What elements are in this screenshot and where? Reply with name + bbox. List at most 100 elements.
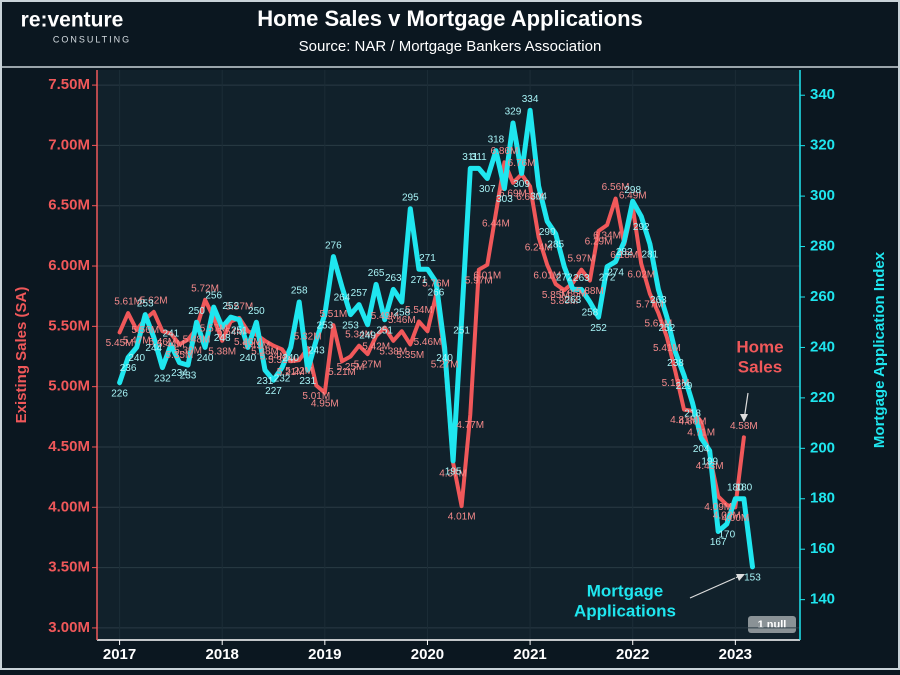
data-label: 263 [650,295,667,306]
data-label: 6.66M [516,192,544,203]
data-label: 307 [479,184,496,195]
data-label: 6.02M [627,269,655,280]
data-label: 238 [667,358,684,369]
data-label: 257 [351,288,368,299]
data-label: 251 [376,325,393,336]
data-label: 5.46M [388,315,416,326]
data-label: 329 [505,107,522,118]
data-label: 258 [291,286,308,297]
data-label: 5.46M [234,337,262,348]
annotation: Applications [574,601,676,620]
y2-tick-label: 180 [810,490,835,507]
logo-tagline: CONSULTING [53,34,131,44]
data-label: 5.51M [319,309,347,320]
y-tick-label: 7.00M [48,136,90,153]
data-label: 263 [573,273,590,284]
data-label: 258 [582,308,599,319]
data-label: 5.47M [123,336,151,347]
data-label: 263 [385,273,402,284]
y2-tick-label: 300 [810,187,835,204]
data-label: 5.86M [559,289,587,300]
data-label: 303 [496,194,513,205]
data-label: 6.76M [508,158,536,169]
y2-tick-label: 160 [810,540,835,557]
data-label: 266 [428,287,445,298]
data-label: 234 [171,368,188,379]
data-label: 244 [145,343,162,354]
data-label: 5.46M [414,337,442,348]
data-label: 5.57M [225,302,253,313]
data-label: 170 [718,530,735,541]
data-label: 5.62M [140,296,168,307]
data-label: 334 [522,94,539,105]
data-label: 241 [163,329,180,340]
data-label: 5.77M [636,299,664,310]
data-label: 240 [197,353,214,364]
data-label: 252 [659,323,676,334]
data-label: 5.35M [396,350,424,361]
data-label: 5.42M [362,342,390,353]
data-label: 180 [727,482,744,493]
data-label: 6.29M [585,237,613,248]
data-label: 240 [282,353,299,364]
data-label: 218 [684,409,701,420]
data-label: 253 [316,320,333,331]
data-label: 5.45M [106,338,134,349]
data-label: 5.39M [174,345,202,356]
data-label: 5.48M [183,334,211,345]
null-note: 1 null [758,619,787,631]
data-label: 229 [676,381,693,392]
data-label: 5.01M [302,391,330,402]
annotation-arrow [689,574,743,599]
data-label: 231 [257,376,274,387]
data-label: 5.21M [277,367,305,378]
data-label: 258 [393,308,410,319]
data-label: 5.27M [431,360,459,371]
data-label: 252 [222,301,239,312]
data-label: 290 [539,227,556,238]
data-label: 4.80M [679,416,707,427]
data-label: 4.81M [670,415,698,426]
data-label: 272 [599,272,616,283]
data-label: 5.57M [200,324,228,335]
data-label: 5.43M [242,340,270,351]
data-label: 5.34M [260,351,288,362]
data-label: 204 [693,444,710,455]
y2-tick-label: 340 [810,86,835,103]
data-label: 249 [359,330,376,341]
data-label: 227 [265,386,282,397]
data-label: 4.09M [704,502,732,513]
data-label: 5.61M [114,297,142,308]
data-label: 243 [308,346,325,357]
data-label: 4.58M [730,421,758,432]
y2-tick-label: 240 [810,338,835,355]
data-label: 265 [368,268,385,279]
data-label: 5.27M [354,360,382,371]
data-label: 281 [642,250,659,261]
y2-tick-label: 200 [810,439,835,456]
y-tick-label: 6.00M [48,257,90,274]
y2-tick-label: 320 [810,137,835,154]
data-label: 6.18M [610,250,638,261]
y-tick-label: 3.00M [48,619,90,636]
y2-tick-label: 260 [810,288,835,305]
data-label: 253 [342,320,359,331]
data-label: 5.31M [268,355,296,366]
y2-tick-label: 140 [810,591,835,608]
data-label: 153 [744,572,761,583]
data-label: 6.44M [482,219,510,230]
data-label: 232 [154,373,171,384]
y2-tick-label: 220 [810,389,835,406]
y2-tick-label: 280 [810,238,835,255]
data-label: 6.56M [602,182,630,193]
data-label: 251 [231,325,248,336]
data-label: 304 [530,192,547,203]
data-label: 6.34M [593,231,621,242]
x-tick-label: 2019 [308,646,341,663]
annotation: Home [736,337,783,356]
annotation-arrowhead [740,414,748,422]
data-label: 5.38M [379,346,407,357]
data-label: 248 [214,333,231,344]
